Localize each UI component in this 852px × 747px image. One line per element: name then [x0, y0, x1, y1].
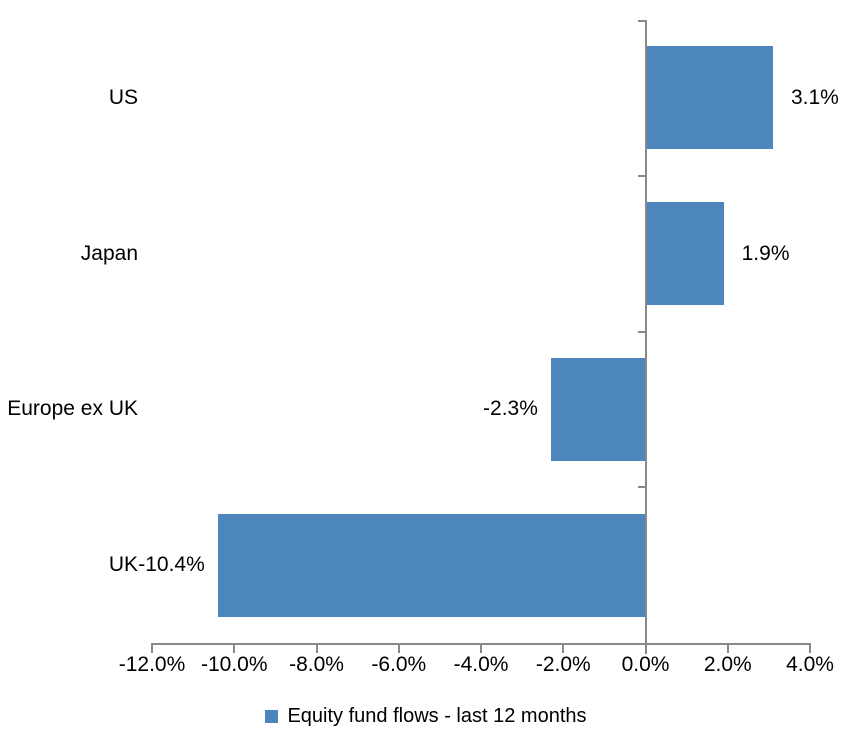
- value-label-us: 3.1%: [790, 85, 839, 109]
- value-label-uk: -10.4%: [138, 553, 205, 577]
- category-label-japan: Japan: [80, 241, 138, 265]
- y-tick: [637, 174, 645, 177]
- x-tick: [562, 643, 565, 653]
- bar-japan: [645, 202, 724, 306]
- category-label-europe-ex-uk: Europe ex UK: [7, 397, 138, 421]
- x-tick-label: -2.0%: [535, 653, 591, 676]
- legend-label: Equity fund flows - last 12 months: [287, 705, 587, 727]
- x-tick-label: 0.0%: [621, 653, 670, 676]
- x-tick-label: 4.0%: [786, 653, 834, 676]
- zero-axis-line: [644, 20, 647, 654]
- x-tick: [151, 643, 153, 653]
- value-label-europe-ex-uk: -2.3%: [483, 397, 538, 421]
- y-tick: [637, 20, 645, 22]
- category-label-us: US: [108, 85, 138, 109]
- y-tick: [637, 486, 645, 489]
- bar-europe-ex-uk: [550, 357, 646, 461]
- category-label-uk: UK: [108, 553, 138, 577]
- bar-us: [645, 46, 773, 150]
- legend: Equity fund flows - last 12 months: [0, 702, 852, 730]
- x-tick: [397, 643, 400, 653]
- y-tick: [637, 330, 645, 333]
- x-tick: [809, 643, 811, 653]
- x-tick-label: -8.0%: [289, 653, 344, 676]
- value-label-japan: 1.9%: [741, 241, 790, 265]
- x-tick: [480, 643, 482, 653]
- x-tick: [315, 643, 318, 653]
- legend-marker-icon: [265, 709, 279, 723]
- x-tick-label: 2.0%: [703, 653, 752, 676]
- x-tick: [726, 643, 729, 653]
- x-tick-label: -6.0%: [371, 653, 427, 676]
- x-tick-label: -10.0%: [200, 653, 268, 676]
- bar-uk: [217, 513, 646, 617]
- x-tick-label: -12.0%: [118, 653, 186, 676]
- x-tick: [233, 643, 236, 653]
- x-tick-label: -4.0%: [453, 653, 509, 676]
